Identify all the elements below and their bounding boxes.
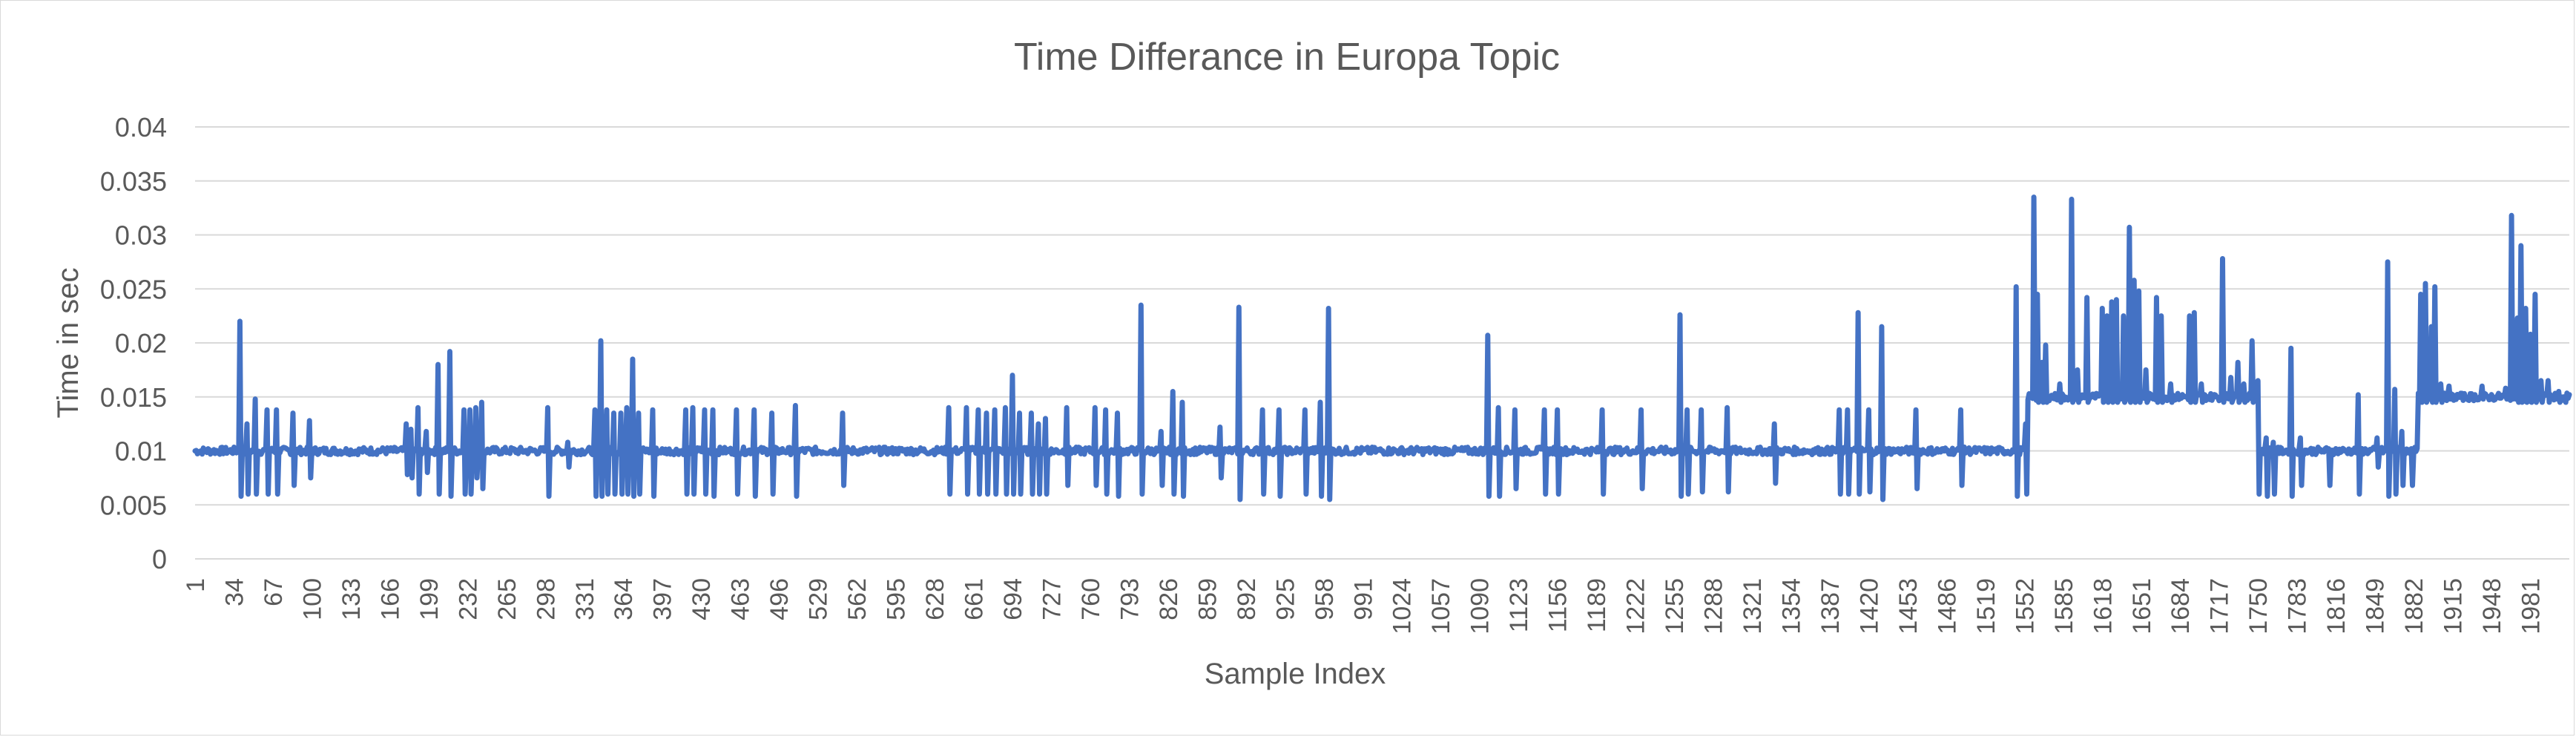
x-tick-label: 529 (805, 578, 833, 620)
x-tick-label: 1816 (2322, 578, 2351, 635)
x-tick-label: 1321 (1739, 578, 1767, 635)
chart-title: Time Differance in Europa Topic (1014, 36, 1560, 79)
x-tick-label: 397 (649, 578, 677, 620)
x-tick-label: 1948 (2478, 578, 2506, 635)
x-tick-label: 1717 (2206, 578, 2234, 635)
x-tick-label: 1750 (2244, 578, 2273, 635)
x-tick-label: 1849 (2362, 578, 2390, 635)
x-tick-label: 1288 (1700, 578, 1728, 635)
x-tick-label: 1486 (1933, 578, 1961, 635)
x-axis-tick-labels: 1 34 67 100 133 166 199 232 265 298 331 364 397 430 46… (182, 578, 2546, 635)
x-tick-label: 100 (298, 578, 326, 620)
x-tick-label: 1222 (1622, 578, 1650, 635)
x-tick-label: 859 (1193, 578, 1222, 620)
x-tick-label: 496 (765, 578, 794, 620)
x-tick-label: 232 (454, 578, 482, 620)
x-axis-label: Sample Index (1205, 658, 1386, 690)
x-tick-label: 1882 (2400, 578, 2428, 635)
y-tick-label: 0.015 (100, 382, 167, 413)
x-tick-label: 793 (1116, 578, 1144, 620)
x-tick-label: 1 (182, 578, 210, 592)
x-tick-label: 265 (493, 578, 521, 620)
x-tick-label: 1552 (2011, 578, 2039, 635)
x-tick-label: 1915 (2440, 578, 2468, 635)
y-tick-label: 0 (152, 544, 167, 574)
x-tick-label: 727 (1038, 578, 1066, 620)
x-tick-label: 1354 (1777, 578, 1805, 635)
y-tick-label: 0.03 (115, 220, 167, 251)
x-tick-label: 1024 (1389, 578, 1417, 635)
x-tick-label: 364 (610, 578, 638, 620)
x-tick-label: 958 (1311, 578, 1339, 620)
x-tick-label: 1420 (1855, 578, 1883, 635)
x-tick-label: 34 (220, 578, 248, 606)
y-tick-label: 0.025 (100, 274, 167, 304)
x-tick-label: 628 (921, 578, 949, 620)
x-tick-label: 892 (1233, 578, 1261, 620)
y-tick-label: 0.035 (100, 166, 167, 197)
y-axis-tick-labels: 0 0.005 0.01 0.015 0.02 0.025 0.03 0.035 0.04 (100, 112, 167, 574)
x-tick-label: 760 (1077, 578, 1105, 620)
x-tick-label: 199 (415, 578, 444, 620)
y-axis-label: Time in sec (52, 267, 85, 418)
x-tick-label: 1090 (1466, 578, 1495, 635)
x-tick-label: 595 (883, 578, 911, 620)
x-tick-label: 1519 (1972, 578, 2000, 635)
y-tick-label: 0.04 (115, 112, 167, 143)
series-line (192, 194, 2572, 502)
series-layer (192, 194, 2572, 502)
x-tick-label: 1618 (2089, 578, 2117, 635)
x-tick-label: 1189 (1583, 578, 1611, 632)
x-tick-label: 430 (688, 578, 716, 620)
x-tick-label: 661 (961, 578, 989, 620)
x-tick-label: 1981 (2517, 578, 2546, 635)
x-tick-label: 67 (260, 578, 288, 606)
y-tick-label: 0.02 (115, 328, 167, 358)
x-tick-label: 1057 (1427, 578, 1455, 635)
x-tick-label: 826 (1155, 578, 1183, 620)
x-tick-label: 1585 (2050, 578, 2078, 635)
x-tick-label: 1783 (2284, 578, 2312, 635)
x-tick-label: 1684 (2167, 578, 2195, 635)
x-tick-label: 166 (376, 578, 404, 620)
x-tick-label: 1123 (1505, 578, 1533, 632)
x-tick-label: 1651 (2128, 578, 2156, 635)
x-tick-label: 1255 (1661, 578, 1689, 635)
y-tick-label: 0.005 (100, 490, 167, 520)
x-tick-label: 562 (843, 578, 872, 620)
x-tick-label: 925 (1271, 578, 1299, 620)
y-tick-label: 0.01 (115, 436, 167, 467)
x-tick-label: 331 (571, 578, 599, 620)
x-tick-label: 1387 (1816, 578, 1845, 635)
x-tick-label: 1453 (1894, 578, 1923, 635)
x-tick-label: 991 (1349, 578, 1377, 620)
x-tick-label: 133 (337, 578, 366, 620)
x-tick-label: 1156 (1544, 578, 1572, 632)
x-tick-label: 694 (999, 578, 1027, 620)
x-tick-label: 463 (727, 578, 755, 620)
x-tick-label: 298 (532, 578, 560, 620)
